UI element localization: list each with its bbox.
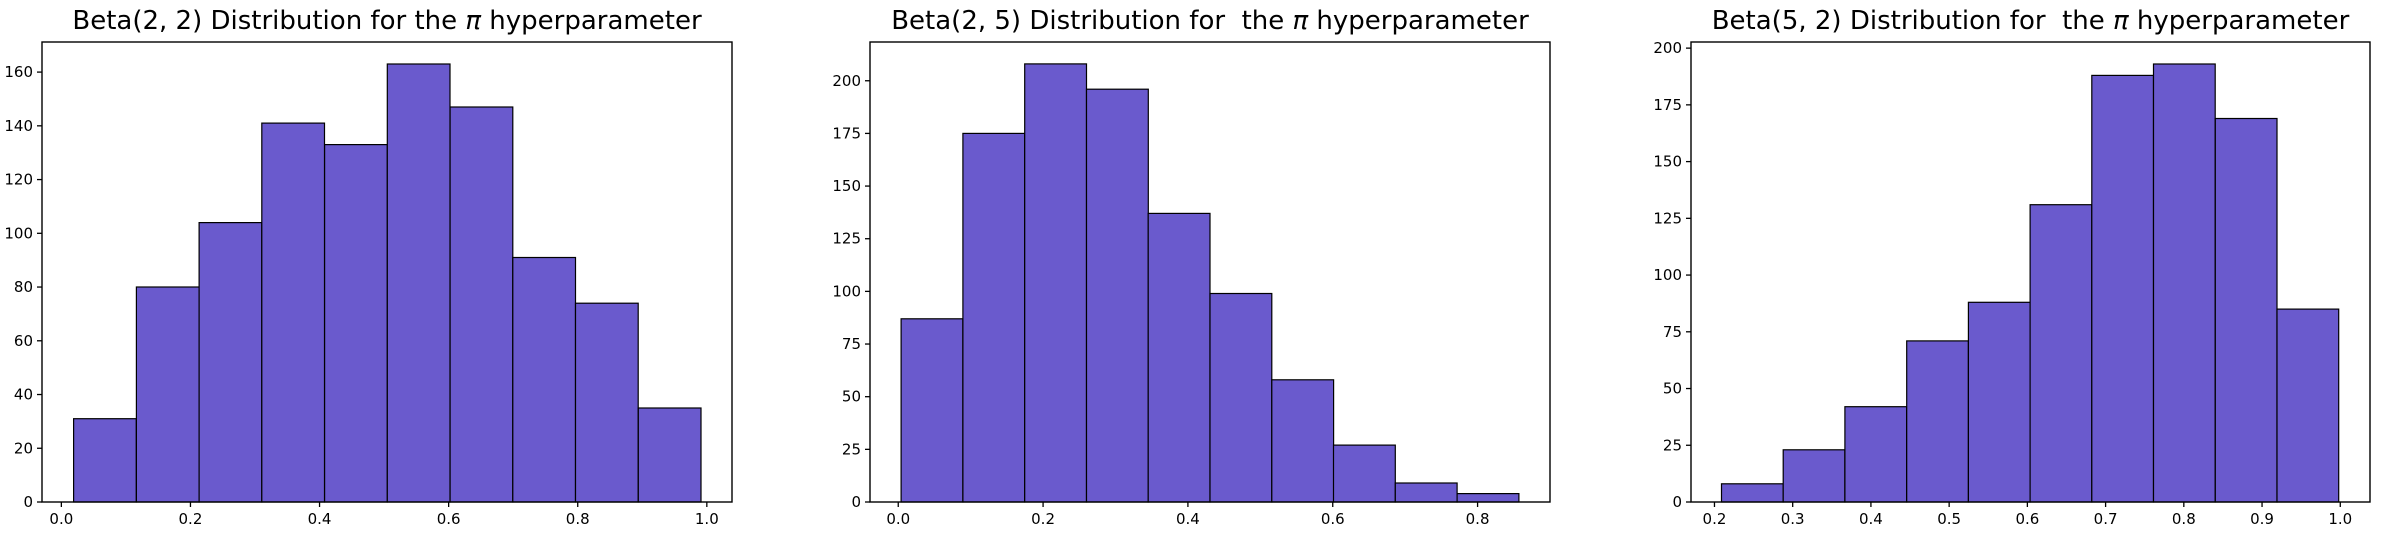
chart-title-text: Beta(2, 5) Distribution for the (891, 6, 1293, 36)
y-tick-label: 50 (1663, 380, 1682, 398)
y-tick-label: 20 (14, 439, 33, 457)
x-tick-label: 0.0 (49, 510, 73, 528)
x-tick-label: 0.2 (1703, 510, 1727, 528)
x-tick-label: 0.4 (1176, 510, 1200, 528)
y-tick-label: 175 (1653, 96, 1682, 114)
panel-beta-2-2: Beta(2, 2) Distribution for the π hyperp… (0, 0, 794, 538)
x-tick-label: 0.8 (566, 510, 590, 528)
x-tick-label: 0.0 (886, 510, 910, 528)
histogram-bar (1271, 379, 1335, 503)
histogram-bar (386, 63, 451, 503)
histogram-bar (198, 222, 263, 503)
y-tick-label: 100 (4, 224, 33, 242)
axes-spines (1690, 41, 2371, 503)
y-tick-label: 50 (842, 388, 861, 406)
y-tick-label: 25 (1663, 436, 1682, 454)
histogram-bar (324, 144, 388, 503)
histogram-bar (2276, 308, 2340, 503)
histogram-bar (1844, 406, 1908, 503)
chart-title: Beta(2, 2) Distribution for the π hyperp… (42, 7, 732, 35)
x-tick-label: 0.3 (1781, 510, 1805, 528)
y-tick-label: 160 (4, 63, 33, 81)
y-tick-label: 75 (1663, 323, 1682, 341)
chart-title: Beta(2, 5) Distribution for the π hyperp… (870, 7, 1550, 35)
y-tick-label: 140 (4, 117, 33, 135)
histogram-plot-beta-2-5: 0.0 0.2 0.4 0.6 0.8 0 25 50 75 100 125 150 175 200 (832, 41, 1551, 528)
histogram-bar (1394, 482, 1458, 503)
axes-spines (41, 41, 733, 503)
x-tick-label: 0.4 (308, 510, 332, 528)
y-tick-label: 150 (1653, 153, 1682, 171)
y-tick-label: 125 (1653, 209, 1682, 227)
histogram-bar (449, 106, 514, 503)
x-tick-label: 0.2 (1031, 510, 1055, 528)
panel-beta-2-5: Beta(2, 5) Distribution for the π hyperp… (794, 0, 1588, 538)
y-tick-label: 80 (14, 278, 33, 296)
histogram-bar (1332, 444, 1396, 503)
histogram-bar (1147, 212, 1211, 503)
x-tick-label: 0.2 (179, 510, 203, 528)
histogram-bar (512, 256, 577, 503)
y-tick-label: 150 (832, 177, 861, 195)
y-tick-label: 0 (851, 493, 861, 511)
chart-title-text: hyperparameter (1308, 6, 1529, 36)
x-tick-label: 0.4 (1859, 510, 1883, 528)
histogram-plot-beta-5-2: 0.2 0.3 0.4 0.5 0.6 0.7 0.8 0.9 1.0 0 25 50 75 100 125… (1653, 39, 2371, 528)
histogram-bar (1967, 301, 2031, 503)
y-tick-label: 120 (4, 171, 33, 189)
x-tick-label: 0.9 (2250, 510, 2274, 528)
pi-symbol: π (2113, 6, 2129, 36)
chart-title-text: Beta(5, 2) Distribution for the (1711, 6, 2114, 36)
pi-symbol: π (465, 6, 482, 36)
y-tick-label: 60 (14, 332, 33, 350)
x-tick-label: 1.0 (2328, 510, 2352, 528)
axes-spines (869, 41, 1551, 503)
y-tick-label: 100 (832, 282, 861, 300)
histogram-bar (1782, 449, 1846, 503)
y-tick-label: 40 (14, 386, 33, 404)
y-tick-label: 100 (1653, 266, 1682, 284)
histogram-bar (574, 302, 639, 503)
histogram-bar (637, 407, 702, 503)
histogram-bar (72, 418, 137, 503)
histogram-bar (1209, 292, 1273, 503)
histogram-bar (1906, 340, 1970, 503)
pi-symbol: π (1292, 6, 1309, 36)
x-tick-label: 0.5 (1937, 510, 1961, 528)
histogram-bar (261, 122, 326, 503)
y-tick-label: 200 (832, 72, 861, 90)
y-tick-label: 175 (832, 124, 861, 142)
y-tick-label: 0 (1672, 493, 1682, 511)
histogram-bar (1456, 493, 1520, 503)
histogram-bar (2214, 117, 2278, 503)
histogram-bar (2091, 74, 2155, 503)
panel-beta-5-2: Beta(5, 2) Distribution for the π hyperp… (1588, 0, 2381, 538)
x-tick-label: 0.7 (2094, 510, 2118, 528)
x-tick-label: 0.6 (437, 510, 461, 528)
histogram-bar (900, 318, 964, 503)
chart-title-text: hyperparameter (2128, 6, 2350, 36)
histogram-bar (2152, 63, 2216, 503)
chart-title: Beta(5, 2) Distribution for the π hyperp… (1691, 7, 2370, 35)
x-tick-label: 1.0 (695, 510, 719, 528)
x-tick-label: 0.8 (2172, 510, 2196, 528)
y-tick-label: 125 (832, 230, 861, 248)
y-tick-label: 75 (842, 335, 861, 353)
x-tick-label: 0.6 (2015, 510, 2039, 528)
histogram-bar (1024, 63, 1088, 503)
chart-title-text: Beta(2, 2) Distribution for the (72, 6, 466, 36)
y-tick-label: 200 (1653, 39, 1682, 57)
histogram-bar (962, 132, 1026, 503)
histogram-bar (135, 286, 200, 503)
histogram-plot-beta-2-2: 0.0 0.2 0.4 0.6 0.8 1.0 0 20 40 60 80 100 120 140 160 (4, 41, 733, 528)
y-tick-label: 0 (23, 493, 33, 511)
histogram-bar (1720, 483, 1784, 503)
x-tick-label: 0.8 (1466, 510, 1490, 528)
histogram-bar (1085, 88, 1149, 503)
histogram-bar (2029, 204, 2093, 503)
chart-title-text: hyperparameter (481, 6, 702, 36)
x-tick-label: 0.6 (1321, 510, 1345, 528)
y-tick-label: 25 (842, 440, 861, 458)
